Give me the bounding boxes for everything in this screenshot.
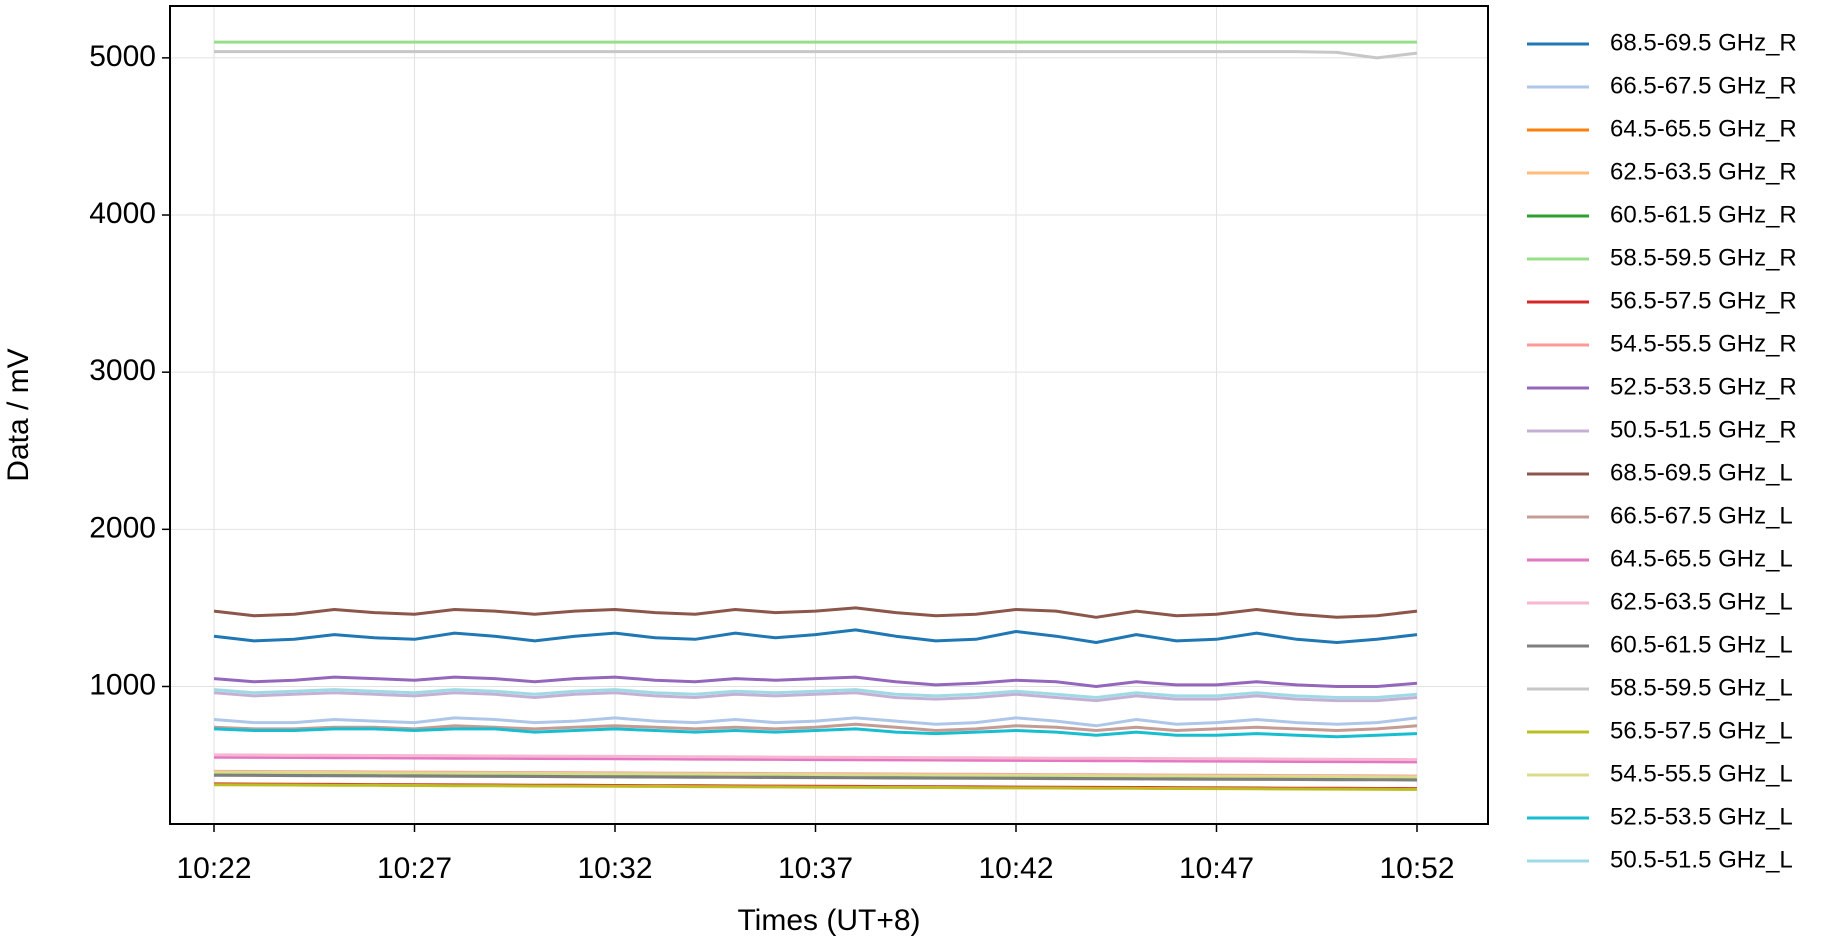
legend-label: 64.5-65.5 GHz_R (1610, 115, 1797, 142)
plot-frame (169, 5, 1489, 825)
legend-label: 66.5-67.5 GHz_R (1610, 72, 1797, 99)
x-axis-label: Times (UT+8) (737, 904, 920, 937)
legend-label: 64.5-65.5 GHz_L (1610, 545, 1793, 572)
legend-label: 62.5-63.5 GHz_L (1610, 588, 1793, 615)
x-tick-label: 10:32 (577, 852, 652, 885)
legend-label: 52.5-53.5 GHz_L (1610, 803, 1793, 830)
series-line (213, 675, 1418, 688)
legend-label: 58.5-59.5 GHz_R (1610, 244, 1797, 271)
series-line (213, 688, 1418, 699)
series-line (213, 606, 1418, 619)
legend-label: 60.5-61.5 GHz_L (1610, 631, 1793, 658)
series-line (213, 727, 1418, 739)
y-tick-label: 1000 (89, 668, 156, 701)
x-tick-label: 10:37 (778, 852, 853, 885)
series-line (214, 50, 1418, 60)
x-tick-label: 10:42 (978, 852, 1053, 885)
legend-label: 54.5-55.5 GHz_R (1610, 330, 1797, 357)
series-line (213, 770, 1418, 779)
legend-label: 62.5-63.5 GHz_R (1610, 158, 1797, 185)
series-line (213, 755, 1418, 764)
legend-label: 50.5-51.5 GHz_R (1610, 416, 1797, 443)
legend-label: 54.5-55.5 GHz_L (1610, 760, 1793, 787)
legend-label: 68.5-69.5 GHz_R (1610, 29, 1797, 56)
legend-label: 66.5-67.5 GHz_L (1610, 502, 1793, 529)
series-line (213, 691, 1418, 703)
y-tick-label: 2000 (89, 511, 156, 544)
legend-label: 58.5-59.5 GHz_L (1610, 674, 1793, 701)
series-line (213, 722, 1418, 732)
x-tick-label: 10:47 (1179, 852, 1254, 885)
x-tick-label: 10:52 (1379, 852, 1454, 885)
x-tick-label: 10:27 (377, 852, 452, 885)
legend-label: 68.5-69.5 GHz_L (1610, 459, 1793, 486)
series-line (213, 716, 1418, 728)
legend-label: 56.5-57.5 GHz_R (1610, 287, 1797, 314)
series-line (213, 773, 1418, 782)
series-line (213, 783, 1418, 791)
legend-label: 60.5-61.5 GHz_R (1610, 201, 1797, 228)
legend-label: 56.5-57.5 GHz_L (1610, 717, 1793, 744)
y-tick-label: 5000 (89, 40, 156, 73)
legend-label: 50.5-51.5 GHz_L (1610, 846, 1793, 873)
y-axis-label: Data / mV (2, 348, 35, 481)
y-tick-label: 3000 (89, 354, 156, 387)
series-line (213, 753, 1418, 762)
series-line (213, 628, 1418, 644)
y-tick-label: 4000 (89, 197, 156, 230)
x-tick-label: 10:22 (176, 852, 251, 885)
legend-label: 52.5-53.5 GHz_R (1610, 373, 1797, 400)
